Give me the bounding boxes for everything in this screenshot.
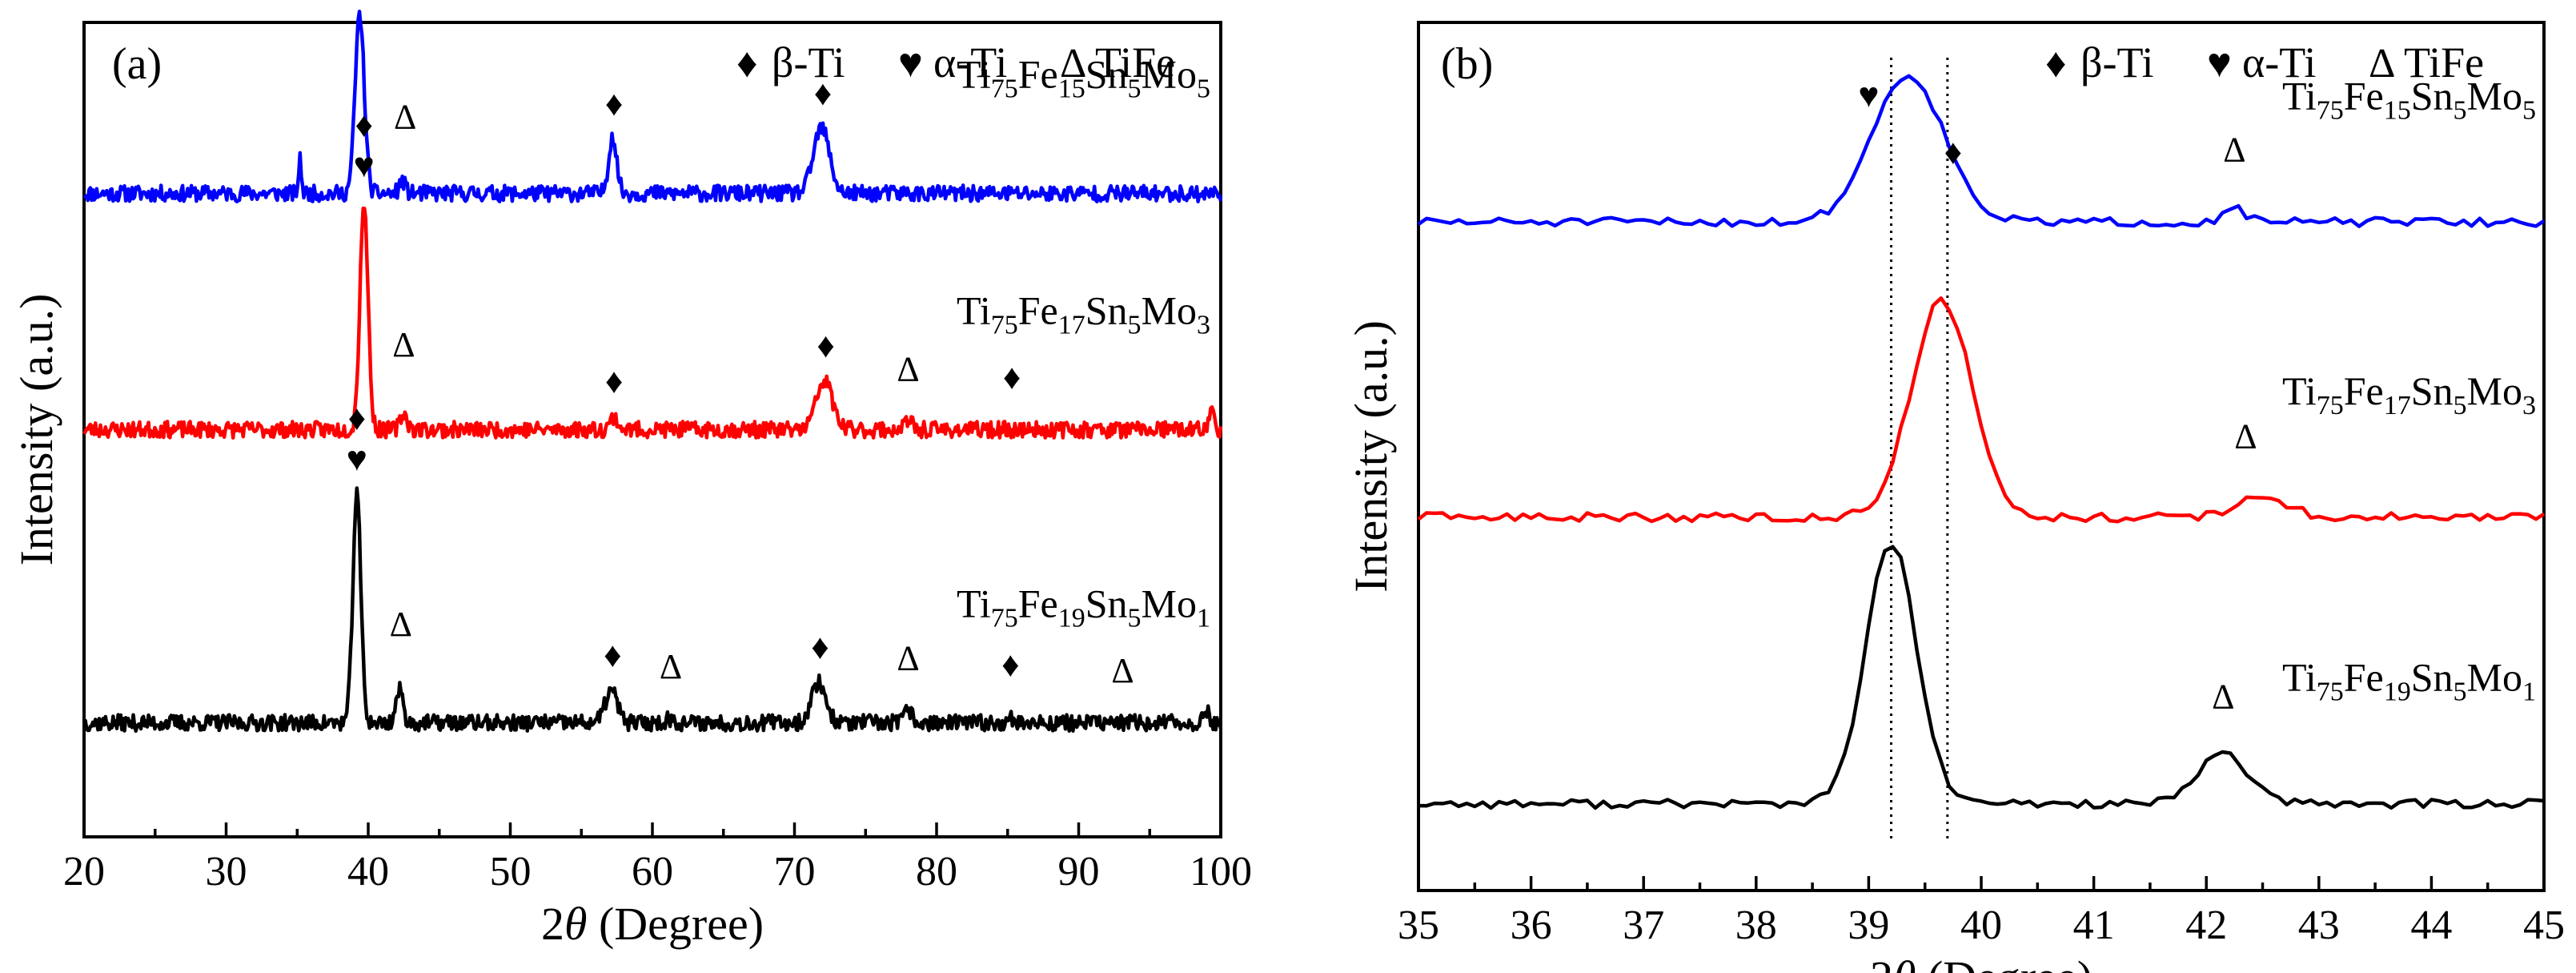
series-line (82, 10, 1223, 203)
x-tick-label: 37 (1623, 903, 1664, 948)
x-tick-label: 45 (2523, 903, 2565, 948)
legend-symbol: ♥ (898, 41, 923, 86)
x-tick-label: 60 (632, 849, 673, 895)
legend-symbol: ♥ (2207, 41, 2232, 86)
phase-marker: ♦ (348, 399, 366, 438)
legend-symbol: Δ (1060, 41, 1086, 86)
x-tick-label: 42 (2185, 903, 2227, 948)
x-tick-label: 41 (2073, 903, 2115, 948)
phase-marker: Δ (390, 605, 412, 644)
series-line (1417, 74, 2546, 228)
legend-label: β-Ti (2080, 38, 2154, 86)
legend-symbol: ♦ (736, 41, 758, 86)
phase-marker: ♦ (1003, 358, 1021, 397)
x-axis-title: 2θ (Degree) (1870, 951, 2092, 973)
phase-marker: Δ (1111, 651, 1134, 690)
phase-marker: ♦ (604, 636, 621, 675)
series-label: Ti75Fe17Sn5Mo3 (957, 287, 1210, 340)
phase-marker: ♦ (605, 362, 623, 401)
phase-marker: Δ (2234, 417, 2257, 456)
x-axis-title: 2θ (Degree) (541, 898, 764, 950)
legend-label: TiFe (1095, 38, 1175, 86)
phase-marker: Δ (392, 325, 415, 364)
x-tick-label: 39 (1848, 903, 1889, 948)
legend-label: β-Ti (772, 38, 845, 86)
series-label: Ti75Fe15Sn5Mo5 (2282, 73, 2536, 125)
series-line (82, 206, 1223, 440)
x-tick-label: 36 (1511, 903, 1552, 948)
panel-label: (b) (1441, 39, 1493, 89)
legend-label: α-Ti (933, 38, 1007, 86)
x-tick-label: 20 (63, 849, 105, 895)
phase-marker: ♥ (347, 439, 367, 478)
series-line (1418, 545, 2545, 810)
x-tick-label: 80 (916, 849, 957, 895)
phase-marker: Δ (2223, 130, 2245, 169)
panel-b: 35 36 37 38 39 40 41 42 43 44 45 2θ (Degree) Intensi… (1345, 21, 2565, 973)
series-label: Ti75Fe19Sn5Mo1 (2282, 655, 2536, 707)
phase-marker: ♦ (1944, 133, 1962, 172)
series-line (82, 486, 1223, 734)
legend-symbol: Δ (2369, 41, 2395, 86)
phase-marker: ♥ (354, 146, 375, 185)
phase-marker: Δ (2212, 677, 2234, 716)
x-tick-label: 50 (490, 849, 532, 895)
phase-marker: Δ (394, 98, 416, 137)
phase-marker: Δ (897, 349, 919, 388)
legend-label: TiFe (2404, 38, 2484, 86)
y-axis-title: Intensity (a.u.) (10, 294, 62, 566)
legend-symbol: ♦ (2045, 41, 2067, 86)
panel-label: (a) (112, 39, 162, 89)
phase-marker: ♦ (814, 74, 832, 113)
x-tick-label: 40 (1960, 903, 2002, 948)
phase-marker: Δ (897, 639, 919, 678)
x-tick-label: 100 (1190, 849, 1252, 895)
phase-marker: ♦ (817, 326, 834, 365)
phase-marker: ♥ (1858, 75, 1879, 115)
series-label: Ti75Fe19Sn5Mo1 (957, 581, 1210, 633)
phase-marker: ♦ (1001, 645, 1019, 684)
panel-a: 20 30 40 50 60 70 80 90 100 2θ (Degree) Intensity … (10, 10, 1252, 950)
x-tick-label: 40 (347, 849, 389, 895)
series-label: Ti75Fe15Sn5Mo5 (957, 51, 1210, 103)
x-tick-label: 90 (1058, 849, 1100, 895)
phase-marker: ♦ (355, 105, 372, 144)
x-tick-label: 35 (1398, 903, 1439, 948)
x-tick-label: 38 (1735, 903, 1777, 948)
phase-marker: ♦ (605, 84, 623, 123)
x-tick-label: 30 (206, 849, 247, 895)
phase-marker: Δ (660, 647, 682, 686)
series-line (1417, 296, 2546, 524)
series-label: Ti75Fe17Sn5Mo3 (2282, 368, 2536, 420)
plot-frame (1417, 21, 2546, 892)
x-tick-label: 70 (774, 849, 816, 895)
y-axis-title: Intensity (a.u.) (1345, 320, 1397, 593)
x-tick-label: 43 (2298, 903, 2340, 948)
legend-label: α-Ti (2242, 38, 2316, 86)
x-tick-label: 44 (2410, 903, 2452, 948)
phase-marker: ♦ (811, 627, 829, 666)
